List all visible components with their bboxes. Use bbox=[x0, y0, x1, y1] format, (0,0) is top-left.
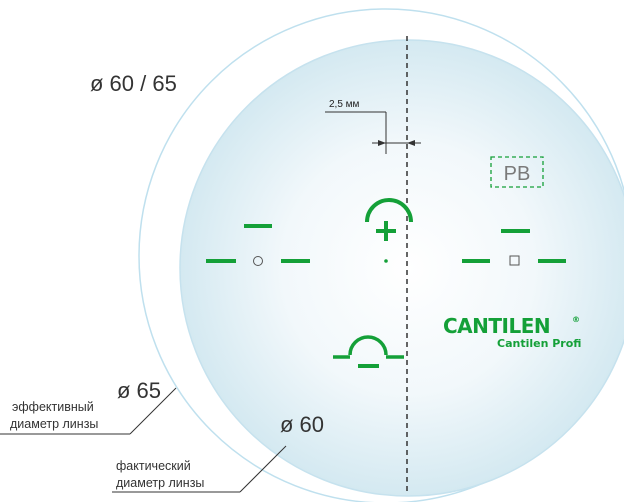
effective-caption-line1: эффективный bbox=[12, 400, 94, 414]
effective-caption-line2: диаметр линзы bbox=[10, 417, 98, 431]
nasal-circle-mark bbox=[253, 256, 263, 266]
effective-diameter-label: ø 65 bbox=[117, 378, 161, 403]
offset-dimension: 2,5 мм bbox=[325, 99, 421, 154]
temporal-square-mark bbox=[509, 255, 520, 266]
actual-leader-diagonal bbox=[239, 445, 287, 493]
registered-mark: ® bbox=[572, 315, 580, 324]
brand-product-name: Cantilen Profi bbox=[497, 337, 581, 350]
effective-leader-diagonal bbox=[129, 387, 177, 435]
lens-markings bbox=[206, 156, 566, 368]
side-mark-label: PB bbox=[504, 163, 531, 185]
prism-reference-dot bbox=[384, 259, 388, 263]
actual-caption-line2: диаметр линзы bbox=[116, 476, 204, 490]
far-vision-arc bbox=[365, 198, 413, 223]
brand-logo: CANTILEN bbox=[443, 314, 550, 338]
offset-label: 2,5 мм bbox=[329, 99, 360, 110]
actual-lens-disc bbox=[179, 39, 624, 497]
outer-diameter-label: ø 60 / 65 bbox=[90, 71, 177, 96]
near-vision-arc bbox=[348, 335, 388, 356]
side-mark-box bbox=[490, 156, 544, 188]
actual-caption-line1: фактический bbox=[116, 459, 191, 473]
actual-diameter-label: ø 60 bbox=[280, 412, 324, 437]
